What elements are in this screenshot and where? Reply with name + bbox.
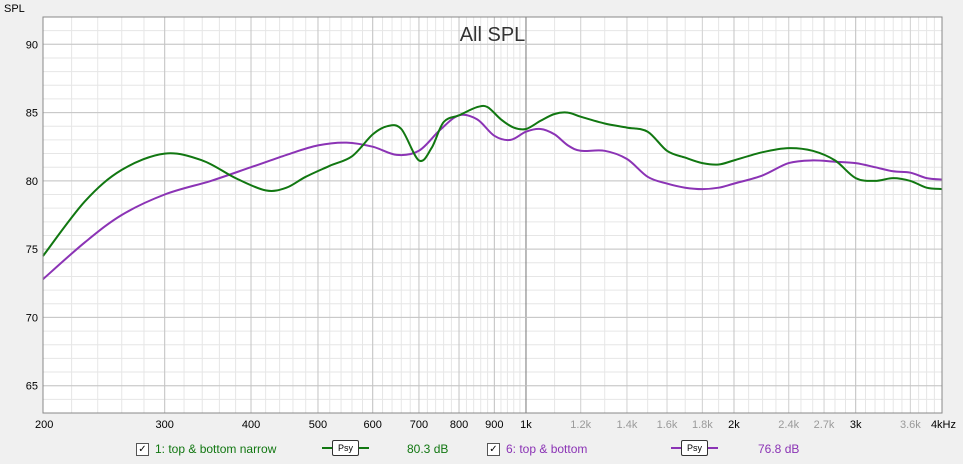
y-tick-label: 90 bbox=[26, 39, 38, 51]
chart-title: All SPL bbox=[460, 24, 526, 46]
x-tick-label: 400 bbox=[242, 419, 260, 431]
series-1-line-swatch-right bbox=[359, 447, 370, 449]
x-tick-label: 4kHz bbox=[931, 419, 956, 431]
x-tick-label: 500 bbox=[309, 419, 327, 431]
y-axis-label: SPL bbox=[4, 3, 25, 15]
series-6-psy-button[interactable]: Psy bbox=[671, 440, 719, 456]
x-tick-label: 2k bbox=[728, 419, 740, 431]
x-tick-label: 600 bbox=[364, 419, 382, 431]
plot-area bbox=[43, 17, 942, 413]
series-1-level: 80.3 dB bbox=[407, 442, 449, 456]
plot-frame bbox=[42, 16, 943, 414]
x-tick-label: 200 bbox=[35, 419, 53, 431]
y-tick-label: 80 bbox=[26, 176, 38, 188]
legend-item-series-6[interactable]: ✓ 6: top & bottom bbox=[487, 442, 587, 456]
series-6-psy-label: Psy bbox=[681, 440, 709, 456]
series-6-line-swatch bbox=[671, 447, 681, 449]
legend-item-series-1[interactable]: ✓ 1: top & bottom narrow bbox=[136, 442, 276, 456]
x-tick-label: 700 bbox=[410, 419, 428, 431]
x-tick-label: 2.7k bbox=[814, 419, 835, 431]
series-line-6 bbox=[42, 113, 943, 280]
x-tick-label: 900 bbox=[485, 419, 503, 431]
x-tick-label: 3.6k bbox=[900, 419, 921, 431]
y-tick-label: 65 bbox=[26, 381, 38, 393]
series-6-label: 6: top & bottom bbox=[506, 442, 588, 456]
series-line-1 bbox=[42, 104, 943, 257]
y-tick-label: 75 bbox=[26, 244, 38, 256]
y-tick-label: 70 bbox=[26, 312, 38, 324]
x-tick-label: 300 bbox=[155, 419, 173, 431]
series-6-level: 76.8 dB bbox=[758, 442, 800, 456]
series-1-checkbox[interactable]: ✓ bbox=[136, 442, 149, 456]
x-tick-label: 800 bbox=[450, 419, 468, 431]
legend: ✓ 1: top & bottom narrow Psy 80.3 dB ✓ 6… bbox=[0, 438, 963, 462]
series-1-psy-label: Psy bbox=[332, 440, 360, 456]
series-1-psy-button[interactable]: Psy bbox=[322, 440, 370, 456]
series-6-checkbox[interactable]: ✓ bbox=[487, 442, 500, 456]
y-tick-label: 85 bbox=[26, 108, 38, 120]
x-tick-label: 1.6k bbox=[657, 419, 678, 431]
series-6-line-swatch-right bbox=[708, 447, 719, 449]
x-tick-label: 1k bbox=[520, 419, 532, 431]
series-1-line-swatch bbox=[322, 447, 332, 449]
x-tick-label: 3k bbox=[850, 419, 862, 431]
x-tick-label: 1.4k bbox=[617, 419, 638, 431]
series-1-label: 1: top & bottom narrow bbox=[155, 442, 277, 456]
x-tick-label: 1.8k bbox=[692, 419, 713, 431]
chart: 65 70 75 80 85 90 200 300 400 500 600 700 800 900 1k 1.… bbox=[4, 3, 956, 431]
x-tick-label: 2.4k bbox=[778, 419, 799, 431]
x-tick-label: 1.2k bbox=[570, 419, 591, 431]
